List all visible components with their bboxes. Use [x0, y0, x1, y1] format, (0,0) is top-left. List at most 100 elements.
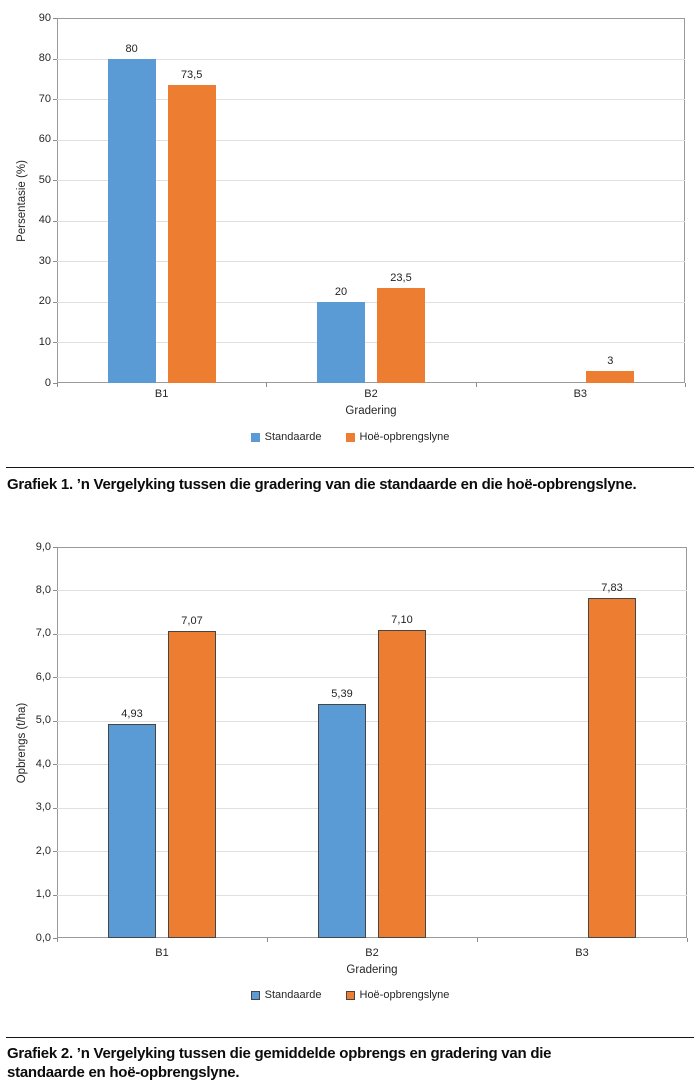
- y-tick-label: 7,0: [35, 627, 51, 640]
- x-axis-tick: [687, 938, 688, 942]
- y-tick-label: 20: [38, 295, 51, 308]
- y-tick-label: 4,0: [35, 757, 51, 770]
- gridline: [57, 851, 687, 852]
- gridline: [57, 342, 685, 343]
- bar-ho-opbrengslyne-b3: [588, 597, 636, 938]
- caption-line: Grafiek 2. ’n Vergelyking tussen die gem…: [7, 1045, 552, 1062]
- bar-ho-opbrengslyne-b2: [378, 629, 426, 938]
- y-tick-label: 9,0: [35, 540, 51, 553]
- gridline: [57, 261, 685, 262]
- bar-standaarde-b1: [108, 723, 156, 938]
- y-axis-tick: [53, 634, 57, 635]
- y-axis-title: Opbrengs (t/ha): [16, 702, 28, 783]
- legend-swatch-icon: [345, 990, 355, 1000]
- y-tick-label: 50: [38, 173, 51, 186]
- x-axis-tick: [476, 383, 477, 387]
- legend: Standaarde Hoë-opbrengslyne: [0, 989, 700, 1001]
- y-tick-label: 8,0: [35, 583, 51, 596]
- caption-line: standaarde en hoë-opbrengslyne.: [7, 1063, 240, 1081]
- y-tick-label: 60: [38, 133, 51, 146]
- y-tick-label: 3,0: [35, 801, 51, 814]
- y-tick-label: 70: [38, 92, 51, 105]
- x-axis-tick: [57, 938, 58, 942]
- y-axis-tick: [53, 851, 57, 852]
- figure-caption: Grafiek 1. ’n Vergelyking tussen die gra…: [7, 476, 637, 495]
- gridline: [57, 99, 685, 100]
- value-label: 7,07: [181, 614, 203, 627]
- gridline: [57, 140, 685, 141]
- y-tick-label: 6,0: [35, 670, 51, 683]
- gridline: [57, 302, 685, 303]
- plot-area: [57, 547, 687, 938]
- x-axis-tick: [57, 383, 58, 387]
- gridline: [57, 59, 685, 60]
- y-tick-label: 5,0: [35, 714, 51, 727]
- y-tick-label: 40: [38, 214, 51, 227]
- caption-line: Grafiek 1. ’n Vergelyking tussen die gra…: [7, 476, 637, 493]
- y-axis-tick: [53, 383, 57, 384]
- value-label: 4,93: [121, 707, 143, 720]
- figure-grafiek-2: 9,0 8,0 7,0 6,0 5,0 4,0 3,0 2,0 1,0 0,0 4,93 7,07 B1…: [0, 530, 700, 1008]
- bar-standaarde-b2: [318, 703, 366, 938]
- value-label: 7,83: [601, 581, 623, 594]
- y-axis-tick: [53, 721, 57, 722]
- legend-item-standaarde: Standaarde: [250, 989, 322, 1001]
- y-axis-tick: [53, 180, 57, 181]
- y-axis-tick: [53, 342, 57, 343]
- gridline: [57, 180, 685, 181]
- y-tick-label: 0,0: [35, 931, 51, 944]
- y-axis-tick: [53, 140, 57, 141]
- value-label: 3: [607, 354, 614, 367]
- y-axis-tick: [53, 302, 57, 303]
- x-axis-tick: [267, 938, 268, 942]
- gridline: [57, 677, 687, 678]
- x-tick-label-b2: B2: [365, 947, 379, 959]
- figure-caption: Grafiek 2. ’n Vergelyking tussen die gem…: [7, 1045, 552, 1082]
- legend-swatch-icon: [345, 432, 355, 442]
- value-label: 7,10: [391, 613, 413, 626]
- y-tick-label: 10: [38, 335, 51, 348]
- bar-ho-opbrengslyne-b1: [167, 84, 216, 383]
- gridline: [57, 721, 687, 722]
- x-tick-label-b3: B3: [573, 388, 588, 400]
- bar-ho-opbrengslyne-b2: [377, 287, 425, 383]
- gridline: [57, 634, 687, 635]
- y-axis-tick: [53, 590, 57, 591]
- x-tick-label-b1: B1: [154, 388, 169, 400]
- bar-ho-opbrengslyne-b1: [168, 630, 216, 938]
- legend-label: Standaarde: [264, 431, 322, 443]
- y-tick-label: 1,0: [35, 888, 51, 901]
- y-axis-tick: [53, 59, 57, 60]
- legend-label: Standaarde: [264, 989, 322, 1001]
- y-axis-tick: [53, 261, 57, 262]
- caption-rule: [6, 1037, 694, 1038]
- y-axis-tick: [53, 677, 57, 678]
- legend-swatch-icon: [250, 990, 260, 1000]
- caption-rule: [6, 467, 694, 468]
- y-tick-label: 90: [38, 11, 51, 24]
- y-axis-title: Persentasie (%): [16, 159, 28, 242]
- x-axis-tick: [266, 383, 267, 387]
- y-axis-tick: [53, 895, 57, 896]
- x-tick-label-b1: B1: [155, 947, 169, 959]
- y-axis-tick: [53, 938, 57, 939]
- legend-item-standaarde: Standaarde: [250, 431, 322, 443]
- value-label: 5,39: [331, 687, 353, 700]
- x-axis-title: Gradering: [345, 405, 397, 417]
- y-axis-tick: [53, 18, 57, 19]
- legend-label: Hoë-opbrengslyne: [359, 431, 450, 443]
- gridline: [57, 764, 687, 765]
- legend: Standaarde Hoë-opbrengslyne: [0, 431, 700, 443]
- bar-standaarde-b1: [107, 58, 156, 383]
- x-tick-label-b2: B2: [364, 388, 378, 400]
- y-tick-label: 2,0: [35, 844, 51, 857]
- bar-ho-opbrengslyne-b3: [586, 370, 635, 383]
- y-axis-tick: [53, 547, 57, 548]
- bar-standaarde-b2: [317, 301, 365, 383]
- value-label: 80: [125, 42, 138, 55]
- legend-item-ho-opbrengslyne: Hoë-opbrengslyne: [345, 989, 449, 1001]
- x-axis-tick: [685, 383, 686, 387]
- legend-item-ho-opbrengslyne: Hoë-opbrengslyne: [345, 431, 450, 443]
- y-axis-tick: [53, 99, 57, 100]
